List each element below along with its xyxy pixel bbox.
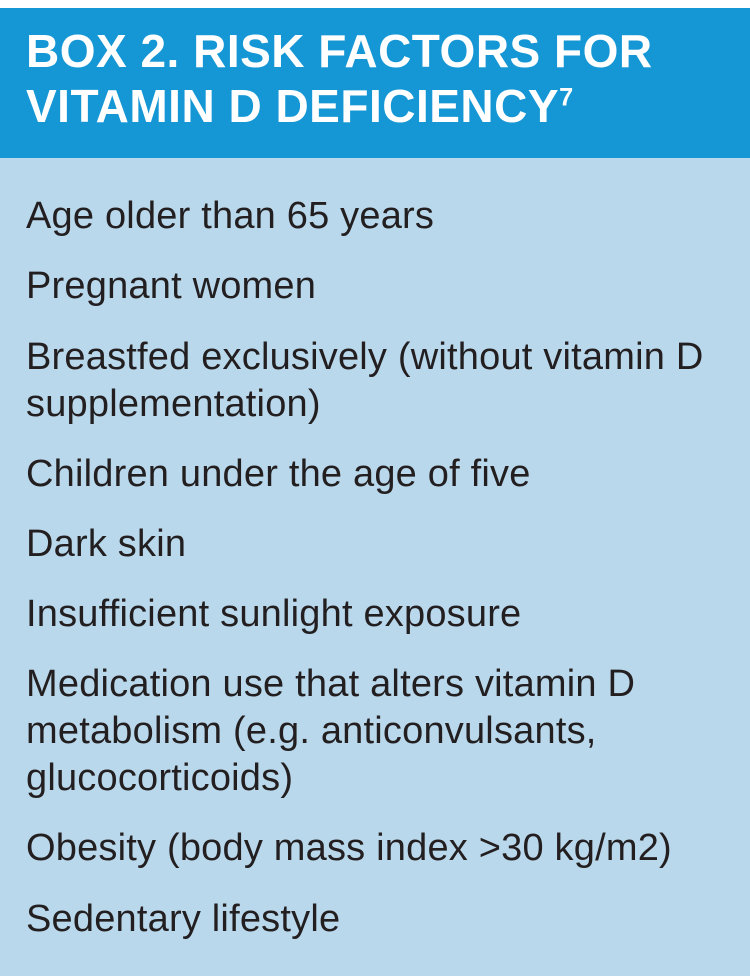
box-title-reference-superscript: 7 <box>559 83 574 112</box>
box-title: BOX 2. RISK FACTORS FOR VITAMIN D DEFICI… <box>26 24 724 134</box>
risk-item: Children under the age of five <box>26 452 531 495</box>
risk-factors-box: BOX 2. RISK FACTORS FOR VITAMIN D DEFICI… <box>0 8 750 976</box>
risk-item: Age older than 65 years <box>26 195 435 238</box>
risk-item: Dark skin <box>26 522 187 565</box>
risk-item: Pregnant women <box>26 265 317 308</box>
box-header: BOX 2. RISK FACTORS FOR VITAMIN D DEFICI… <box>0 8 750 159</box>
box-title-text: BOX 2. RISK FACTORS FOR VITAMIN D DEFICI… <box>26 25 653 133</box>
risk-factor-list: Age older than 65 years Pregnant women B… <box>0 158 750 976</box>
risk-item: Sedentary lifestyle <box>26 897 341 940</box>
risk-item: Medication use that alters vitamin D met… <box>26 663 636 800</box>
risk-item: Insufficient sunlight exposure <box>26 593 522 636</box>
risk-item: Breastfed exclusively (without vitamin D… <box>26 335 704 425</box>
risk-item: Obesity (body mass index >30 kg/m2) <box>26 827 672 870</box>
